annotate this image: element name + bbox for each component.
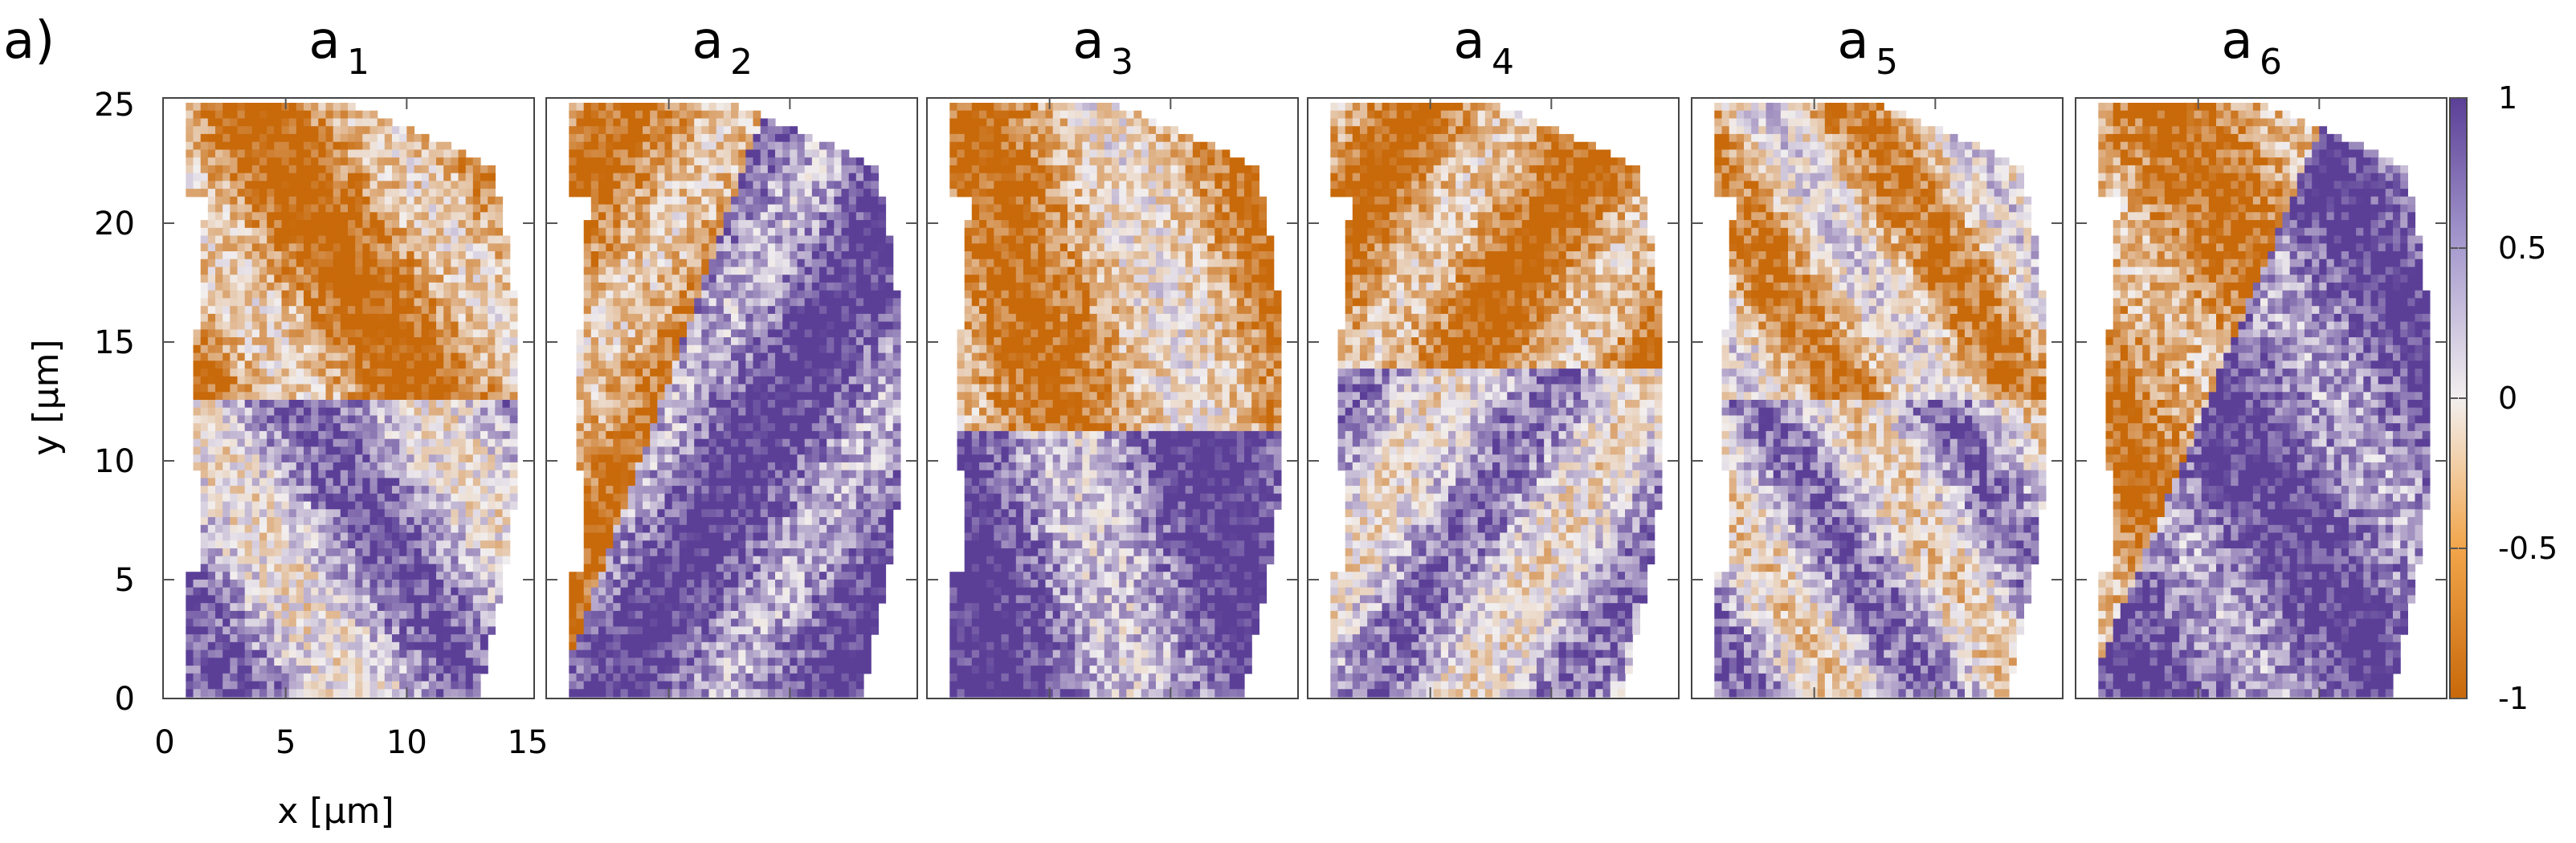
colorbar-tick-label: 1 — [2498, 80, 2517, 116]
y-tick-label: 25 — [94, 87, 135, 124]
panel-frame — [2075, 97, 2447, 699]
heatmap-cells — [1330, 103, 1663, 698]
y-tick-label: 15 — [94, 324, 135, 361]
panel-title-subscript: 4 — [1492, 42, 1514, 83]
colorbar-tick-label: -1 — [2498, 681, 2529, 716]
heatmap-cells — [186, 103, 518, 698]
heatmap-cells — [949, 103, 1282, 698]
panel-frame — [545, 97, 918, 699]
panel-frame — [162, 97, 535, 699]
panel-title-base: a — [1072, 11, 1104, 71]
colorbar-ticks: 1 0.5 0 -0.5 -1 — [2450, 80, 2558, 716]
panel-title-subscript: 1 — [347, 42, 369, 83]
y-axis-label: y [µm] — [26, 339, 67, 455]
panel-title-subscript: 5 — [1876, 42, 1898, 83]
panel-title-base: a — [1453, 11, 1484, 71]
x-tick-label: 15 — [508, 724, 549, 761]
panel-frame — [1307, 97, 1680, 699]
heatmap-cells — [569, 103, 901, 698]
panel-frame — [1691, 97, 2064, 699]
x-tick-label: 0 — [154, 724, 174, 761]
y-axis-ticks: 0 5 10 15 20 25 — [94, 87, 135, 718]
y-tick-label: 20 — [94, 206, 135, 242]
colorbar-tick-label: -0.5 — [2498, 531, 2558, 566]
panel-title-base: a — [692, 11, 723, 71]
heatmap-cells — [2098, 103, 2431, 698]
x-tick-label: 10 — [386, 724, 427, 761]
panel-frame — [926, 97, 1299, 699]
panel-title-base: a — [2221, 11, 2252, 71]
y-tick-label: 10 — [94, 443, 135, 480]
panel-title-base: a — [1837, 11, 1868, 71]
heatmap-cells — [1714, 103, 2047, 698]
panel-title-subscript: 6 — [2260, 42, 2282, 83]
panel-title-subscript: 3 — [1111, 42, 1133, 83]
panel-title-base: a — [308, 11, 340, 71]
y-tick-label: 5 — [115, 562, 135, 599]
colorbar-tick-label: 0 — [2498, 381, 2517, 416]
figure-label: a) — [3, 11, 55, 71]
x-tick-label: 5 — [276, 724, 296, 761]
x-axis-ticks: 0 5 10 15 — [154, 724, 548, 761]
x-axis-label: x [µm] — [277, 791, 394, 832]
y-tick-label: 0 — [115, 681, 135, 718]
colorbar-tick-label: 0.5 — [2498, 230, 2546, 266]
panel-title-subscript: 2 — [730, 42, 753, 83]
